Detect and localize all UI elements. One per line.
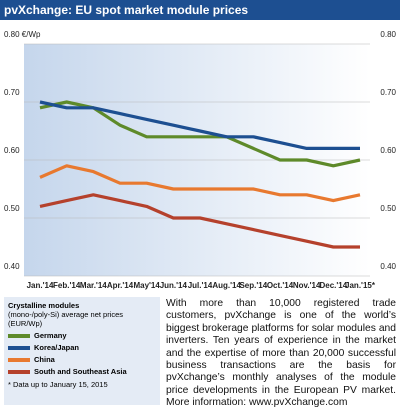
y2-tick-label: 0.60 — [380, 146, 396, 155]
x-tick-label: Oct.'14 — [267, 281, 294, 290]
x-tick-label: Nov.'14 — [293, 281, 321, 290]
y2-tick-label: 0.80 — [380, 30, 396, 39]
x-tick-label: Aug.'14 — [212, 281, 241, 290]
series-line — [39, 164, 361, 203]
chart-title: pvXchange: EU spot market module prices — [0, 0, 400, 20]
legend-title: Crystalline modules — [8, 301, 80, 310]
y-tick-label: 0.70 — [4, 88, 20, 97]
y2-tick-label: 0.40 — [380, 262, 396, 271]
x-tick-label: Jan.'15* — [345, 281, 376, 290]
legend-swatch — [8, 369, 30, 374]
x-tick-label: Mar.'14 — [80, 281, 107, 290]
chart: 0.80 €/Wp 0.70 0.60 0.50 0.40 0.80 0.70 0.60 0.5… — [4, 30, 397, 290]
y-tick-label: 0.50 — [4, 204, 20, 213]
note: * Data up to January 15, 2015 — [8, 380, 108, 389]
legend-entry: South and Southeast Asia — [8, 367, 156, 376]
x-tick-label: Jan.'14 — [27, 281, 54, 290]
x-tick-label: Jun.'14 — [160, 281, 188, 290]
legend: Crystalline modules (mono-/poly-Si) aver… — [4, 297, 160, 405]
legend-swatch — [8, 357, 30, 362]
y-tick-label: 0.80 €/Wp — [4, 30, 41, 39]
x-tick-label: Apr.'14 — [107, 281, 134, 290]
legend-subtitle: (mono-/poly-Si) average net prices (EUR/… — [8, 310, 124, 328]
legend-label: China — [34, 355, 55, 364]
x-tick-label: Sep.'14 — [239, 281, 267, 290]
legend-swatch — [8, 333, 30, 338]
y2-tick-label: 0.70 — [380, 88, 396, 97]
series-line — [39, 100, 360, 150]
x-tick-label: Feb.'14 — [53, 281, 81, 290]
legend-entry: China — [8, 355, 156, 364]
x-tick-label: Dec.'14 — [319, 281, 347, 290]
legend-swatch — [8, 345, 30, 350]
legend-label: Germany — [34, 331, 67, 340]
y-tick-label: 0.60 — [4, 146, 20, 155]
legend-entries: Germany Korea/Japan China South and Southea… — [8, 331, 156, 376]
description: With more than 10,000 registered trade c… — [166, 298, 396, 409]
legend-label: Korea/Japan — [34, 343, 80, 352]
legend-entry: Korea/Japan — [8, 343, 156, 352]
y-tick-label: 0.40 — [4, 262, 20, 271]
y2-tick-label: 0.50 — [380, 204, 396, 213]
legend-label: South and Southeast Asia — [34, 367, 127, 376]
x-tick-label: May'14 — [133, 281, 160, 290]
x-tick-label: Jul.'14 — [188, 281, 213, 290]
series-line — [39, 193, 360, 249]
legend-entry: Germany — [8, 331, 156, 340]
